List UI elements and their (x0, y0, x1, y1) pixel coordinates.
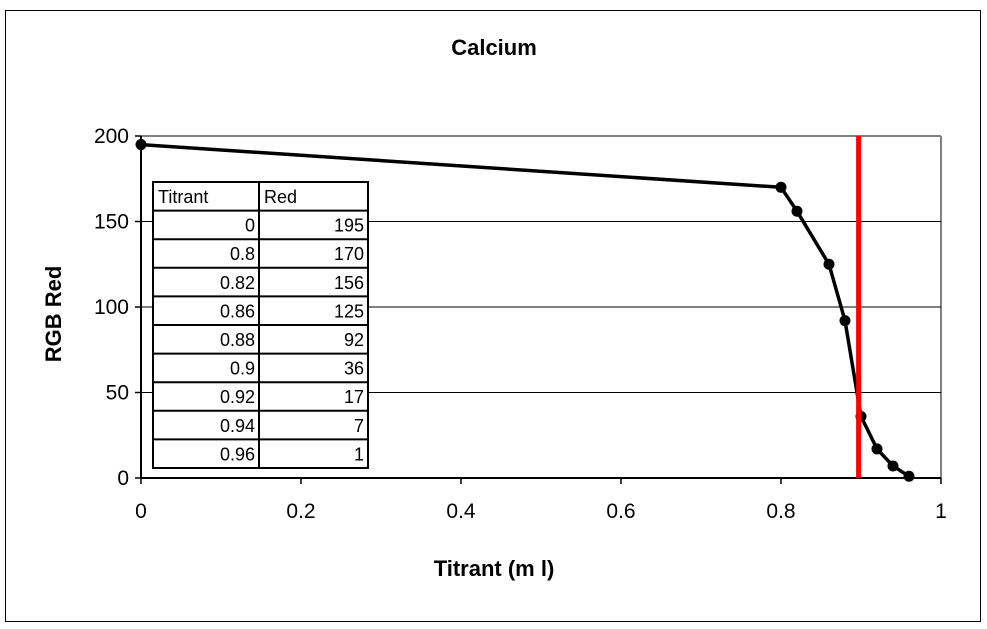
data-point (871, 443, 883, 455)
y-tick-label: 200 (94, 125, 129, 148)
chart-title: Calcium (451, 35, 537, 60)
x-axis-title: Titrant (m l) (434, 556, 555, 581)
data-table-cell-red: 1 (354, 444, 364, 464)
data-point (887, 460, 899, 472)
x-tick-label: 0 (135, 500, 147, 523)
data-point (791, 205, 803, 217)
data-table-cell-red: 36 (344, 359, 364, 379)
y-axis-title: RGB Red (41, 266, 66, 363)
data-point (823, 258, 835, 270)
chart-canvas: Calcium 0 50 100 150 200 0 0.2 0.4 0.6 0.8 1 Titran… (41, 35, 947, 581)
data-table-cell-titrant: 0.8 (230, 244, 255, 264)
x-tick-label: 0.2 (286, 500, 315, 523)
x-tick-label: 0.6 (606, 500, 635, 523)
data-point (839, 315, 851, 327)
x-tick-label: 0.8 (766, 500, 795, 523)
x-tick-label: 0.4 (446, 500, 476, 523)
data-point (135, 139, 147, 151)
data-table-cell-titrant: 0.9 (230, 359, 255, 379)
y-tick-label: 150 (94, 211, 129, 234)
data-table-cell-titrant: 0.94 (220, 416, 255, 436)
data-table-cell-red: 92 (344, 330, 364, 350)
data-table-cell-titrant: 0 (245, 216, 255, 236)
data-table-cell-titrant: 0.96 (220, 444, 255, 464)
data-table-header-titrant: Titrant (158, 187, 208, 207)
data-point (775, 181, 787, 193)
data-table-cell-red: 195 (334, 216, 364, 236)
data-table-cell-red: 156 (334, 273, 364, 293)
y-tick-label: 0 (117, 467, 129, 490)
data-table-cell-red: 7 (354, 416, 364, 436)
y-tick-label: 50 (106, 382, 129, 405)
plot-area: 0 50 100 150 200 0 0.2 0.4 0.6 0.8 1 Titrant Red 0 195… (94, 125, 947, 523)
data-table-cell-titrant: 0.88 (220, 330, 255, 350)
data-table-cell-red: 17 (344, 387, 364, 407)
chart-frame: Calcium 0 50 100 150 200 0 0.2 0.4 0.6 0.8 1 Titran… (5, 10, 981, 622)
x-tick-label: 1 (935, 500, 947, 523)
data-table-cell-titrant: 0.82 (220, 273, 255, 293)
data-table-header-red: Red (264, 187, 297, 207)
data-table-cell-red: 170 (334, 244, 364, 264)
data-table-cell-red: 125 (334, 301, 364, 321)
data-table-cell-titrant: 0.92 (220, 387, 255, 407)
data-table-cell-titrant: 0.86 (220, 301, 255, 321)
y-tick-label: 100 (94, 296, 129, 319)
data-point (903, 470, 915, 482)
